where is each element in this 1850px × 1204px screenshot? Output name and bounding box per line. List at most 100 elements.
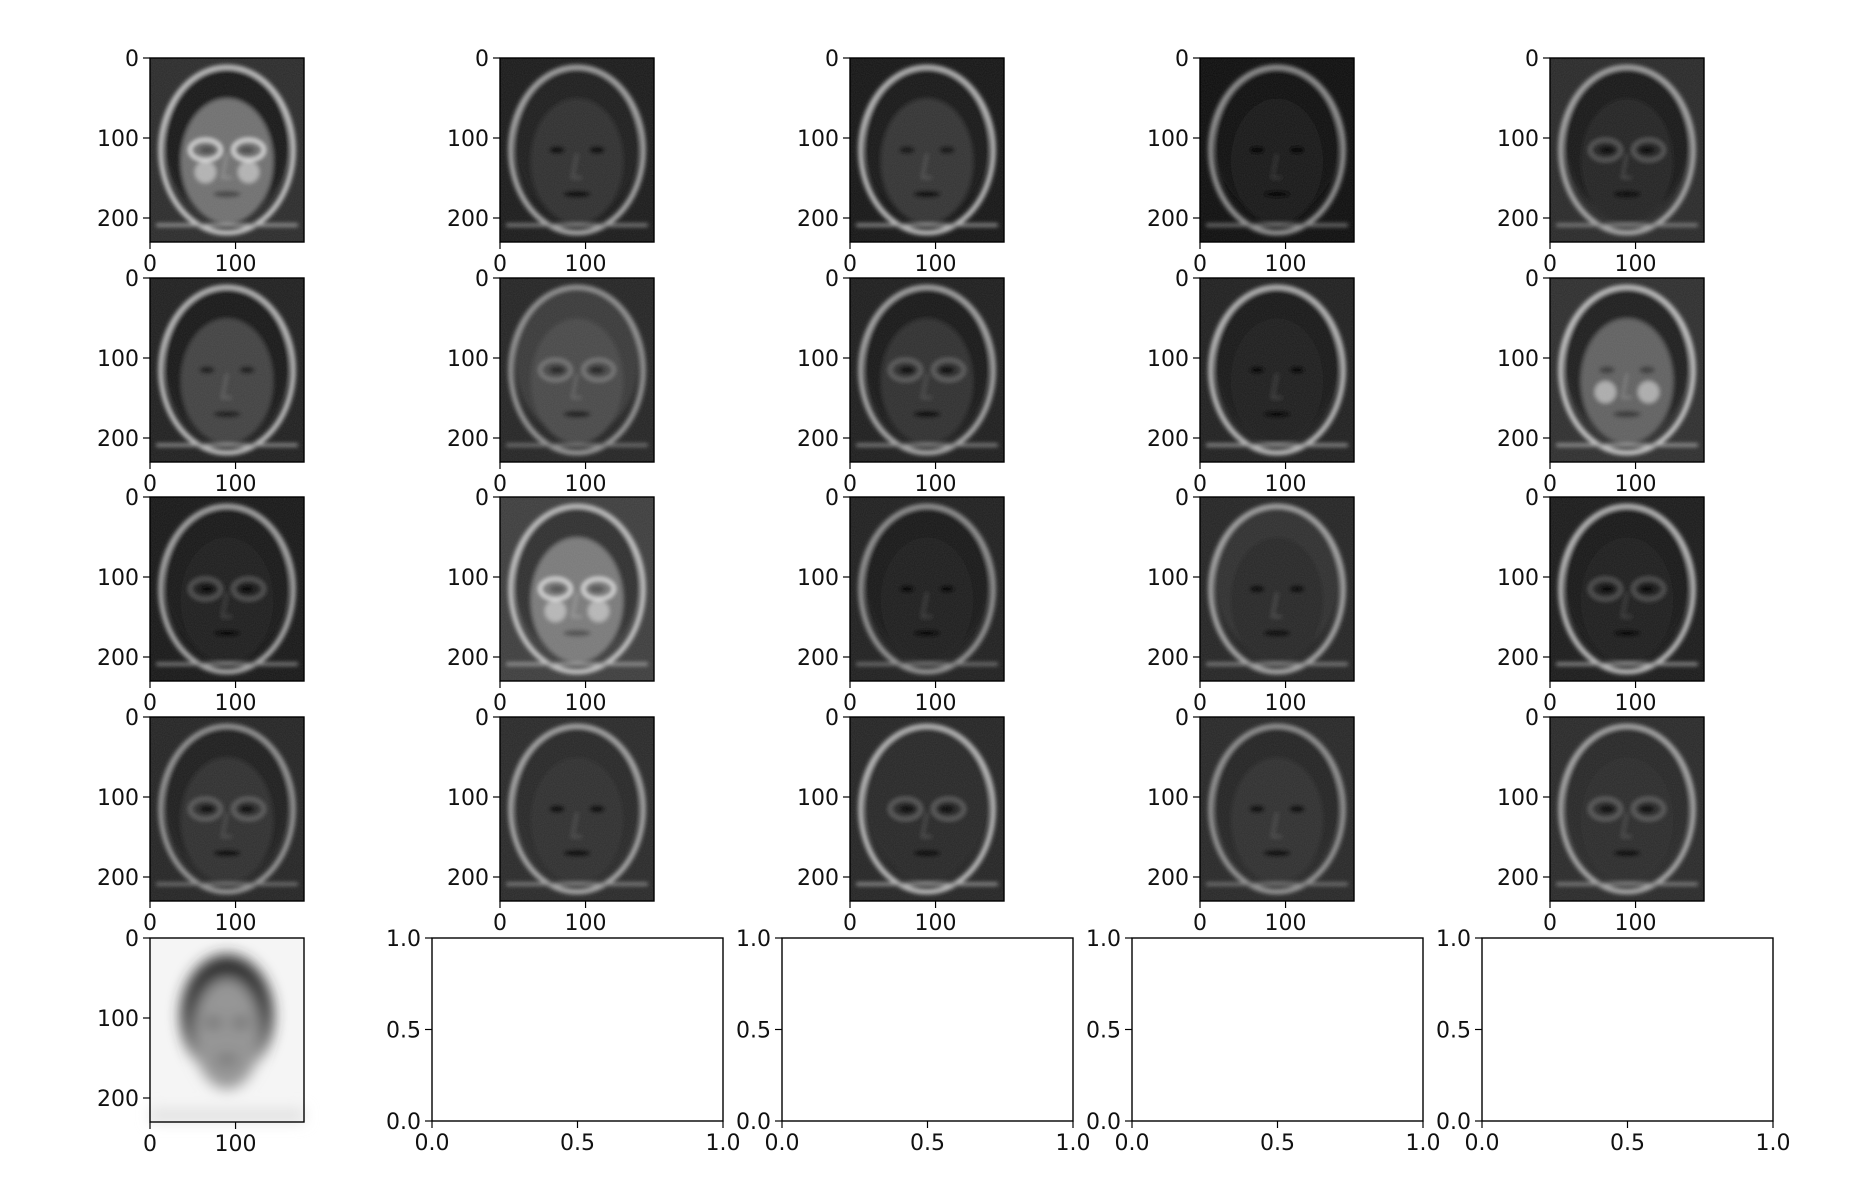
x-tick-label: 0.5 bbox=[1610, 1131, 1645, 1156]
subplot-8: 0 100 0 100 200 bbox=[797, 267, 1005, 497]
x-tick-label: 100 bbox=[1265, 691, 1307, 716]
image-noise bbox=[1550, 58, 1704, 242]
y-tick-label: 0 bbox=[1525, 47, 1539, 72]
image-noise bbox=[1550, 717, 1704, 901]
y-tick-label: 0.0 bbox=[736, 1110, 771, 1135]
image-noise bbox=[1200, 278, 1354, 462]
image-noise bbox=[500, 717, 654, 901]
subplot-13: 0 100 0 100 200 bbox=[797, 486, 1005, 716]
x-tick-label: 0.0 bbox=[1115, 1131, 1150, 1156]
y-tick-label: 200 bbox=[1147, 427, 1189, 452]
y-tick-label: 200 bbox=[97, 207, 139, 232]
x-tick-label: 0 bbox=[493, 691, 507, 716]
y-tick-label: 100 bbox=[797, 347, 839, 372]
subplot-22: 0.0 0.5 1.0 0.0 0.5 1.0 bbox=[386, 927, 741, 1156]
axes-frame bbox=[149, 57, 305, 243]
y-tick-label: 100 bbox=[1497, 347, 1539, 372]
x-tick-label: 100 bbox=[915, 691, 957, 716]
x-tick-label: 0 bbox=[843, 911, 857, 936]
subplot-25: 0.0 0.5 1.0 0.0 0.5 1.0 bbox=[1436, 927, 1791, 1156]
axes-frame bbox=[1199, 277, 1355, 463]
image-noise bbox=[1200, 497, 1354, 681]
image-noise bbox=[1200, 58, 1354, 242]
x-tick-label: 100 bbox=[915, 252, 957, 277]
y-tick-label: 0 bbox=[1525, 706, 1539, 731]
image-noise bbox=[500, 58, 654, 242]
y-tick-label: 100 bbox=[1497, 127, 1539, 152]
x-tick-label: 0 bbox=[143, 252, 157, 277]
x-tick-label: 100 bbox=[215, 911, 257, 936]
x-tick-label: 0.5 bbox=[560, 1131, 595, 1156]
y-tick-label: 100 bbox=[1147, 566, 1189, 591]
x-tick-label: 0.0 bbox=[415, 1131, 450, 1156]
y-tick-label: 100 bbox=[97, 786, 139, 811]
axes-frame bbox=[1549, 716, 1705, 902]
x-tick-label: 1.0 bbox=[1406, 1131, 1441, 1156]
y-tick-label: 100 bbox=[447, 566, 489, 591]
y-tick-label: 200 bbox=[797, 207, 839, 232]
axes-frame bbox=[1549, 57, 1705, 243]
y-tick-label: 0 bbox=[125, 47, 139, 72]
image-noise bbox=[500, 278, 654, 462]
y-tick-label: 200 bbox=[97, 427, 139, 452]
axes-frame bbox=[499, 277, 655, 463]
axes-frame bbox=[1199, 716, 1355, 902]
y-tick-label: 100 bbox=[97, 1007, 139, 1032]
y-tick-label: 0.0 bbox=[386, 1110, 421, 1135]
axes-frame bbox=[499, 716, 655, 902]
mean-face-blob bbox=[150, 954, 304, 1122]
subplot-4: 0 100 0 100 200 bbox=[1147, 47, 1355, 277]
image-noise bbox=[850, 278, 1004, 462]
y-tick-label: 200 bbox=[447, 646, 489, 671]
x-tick-label: 0 bbox=[1193, 691, 1207, 716]
image-noise bbox=[850, 717, 1004, 901]
image-noise bbox=[500, 497, 654, 681]
x-tick-label: 100 bbox=[1265, 911, 1307, 936]
y-tick-label: 200 bbox=[447, 207, 489, 232]
image-noise bbox=[850, 497, 1004, 681]
y-tick-label: 200 bbox=[97, 866, 139, 891]
axes-frame bbox=[1549, 277, 1705, 463]
y-tick-label: 100 bbox=[97, 566, 139, 591]
axes-frame bbox=[849, 496, 1005, 682]
x-tick-label: 100 bbox=[1615, 911, 1657, 936]
axes-frame bbox=[149, 277, 305, 463]
subplot-6: 0 100 0 100 200 bbox=[97, 267, 305, 497]
x-tick-label: 100 bbox=[565, 911, 607, 936]
image-noise bbox=[1200, 717, 1354, 901]
y-tick-label: 0 bbox=[825, 486, 839, 511]
y-tick-label: 200 bbox=[1147, 646, 1189, 671]
empty-axes bbox=[432, 938, 723, 1121]
y-tick-label: 0.0 bbox=[1086, 1110, 1121, 1135]
subplot-3: 0 100 0 100 200 bbox=[797, 47, 1005, 277]
subplot-2: 0 100 0 100 200 bbox=[447, 47, 655, 277]
empty-axes bbox=[1132, 938, 1423, 1121]
x-tick-label: 0 bbox=[493, 911, 507, 936]
y-tick-label: 0 bbox=[125, 486, 139, 511]
subplot-16: 0 100 0 100 200 bbox=[97, 706, 305, 936]
y-tick-label: 0.5 bbox=[1436, 1019, 1471, 1044]
y-tick-label: 0 bbox=[1175, 486, 1189, 511]
axes-frame bbox=[149, 937, 305, 1123]
axes-frame bbox=[849, 716, 1005, 902]
x-tick-label: 100 bbox=[915, 472, 957, 497]
y-tick-label: 0.5 bbox=[736, 1019, 771, 1044]
axes-frame bbox=[499, 496, 655, 682]
x-tick-label: 100 bbox=[1615, 252, 1657, 277]
image-noise bbox=[850, 58, 1004, 242]
subplot-14: 0 100 0 100 200 bbox=[1147, 486, 1355, 716]
x-tick-label: 100 bbox=[215, 472, 257, 497]
y-tick-label: 200 bbox=[97, 646, 139, 671]
subplot-9: 0 100 0 100 200 bbox=[1147, 267, 1355, 497]
x-tick-label: 100 bbox=[1615, 472, 1657, 497]
y-tick-label: 100 bbox=[447, 786, 489, 811]
y-tick-label: 100 bbox=[447, 347, 489, 372]
y-tick-label: 0 bbox=[475, 486, 489, 511]
x-tick-label: 0 bbox=[843, 472, 857, 497]
x-tick-label: 0 bbox=[843, 691, 857, 716]
y-tick-label: 100 bbox=[797, 786, 839, 811]
y-tick-label: 1.0 bbox=[736, 927, 771, 952]
x-tick-label: 100 bbox=[1615, 691, 1657, 716]
x-tick-label: 100 bbox=[565, 252, 607, 277]
y-tick-label: 200 bbox=[97, 1087, 139, 1112]
